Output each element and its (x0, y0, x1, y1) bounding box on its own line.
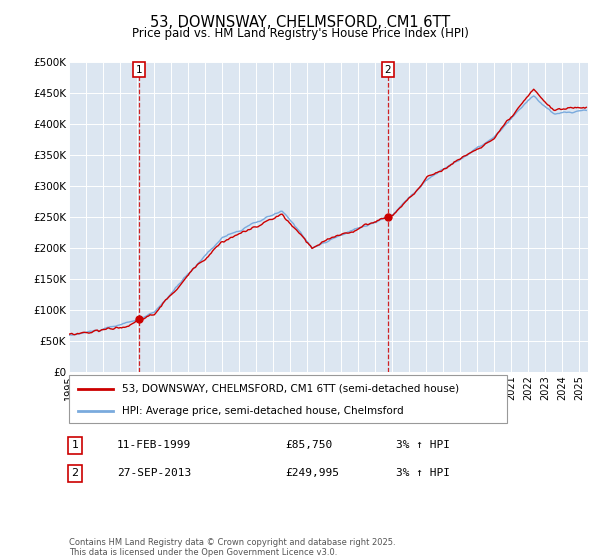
Text: £85,750: £85,750 (285, 440, 332, 450)
FancyBboxPatch shape (69, 375, 507, 423)
Text: 53, DOWNSWAY, CHELMSFORD, CM1 6TT (semi-detached house): 53, DOWNSWAY, CHELMSFORD, CM1 6TT (semi-… (122, 384, 458, 394)
Text: 1: 1 (71, 440, 79, 450)
Text: 2: 2 (71, 468, 79, 478)
Text: Contains HM Land Registry data © Crown copyright and database right 2025.
This d: Contains HM Land Registry data © Crown c… (69, 538, 395, 557)
Text: 53, DOWNSWAY, CHELMSFORD, CM1 6TT: 53, DOWNSWAY, CHELMSFORD, CM1 6TT (150, 15, 450, 30)
Text: 27-SEP-2013: 27-SEP-2013 (117, 468, 191, 478)
Text: Price paid vs. HM Land Registry's House Price Index (HPI): Price paid vs. HM Land Registry's House … (131, 27, 469, 40)
Text: 1: 1 (136, 65, 142, 74)
Text: 3% ↑ HPI: 3% ↑ HPI (396, 468, 450, 478)
Text: 3% ↑ HPI: 3% ↑ HPI (396, 440, 450, 450)
Text: £249,995: £249,995 (285, 468, 339, 478)
Text: 11-FEB-1999: 11-FEB-1999 (117, 440, 191, 450)
Text: 2: 2 (385, 65, 391, 74)
Text: HPI: Average price, semi-detached house, Chelmsford: HPI: Average price, semi-detached house,… (122, 406, 403, 416)
